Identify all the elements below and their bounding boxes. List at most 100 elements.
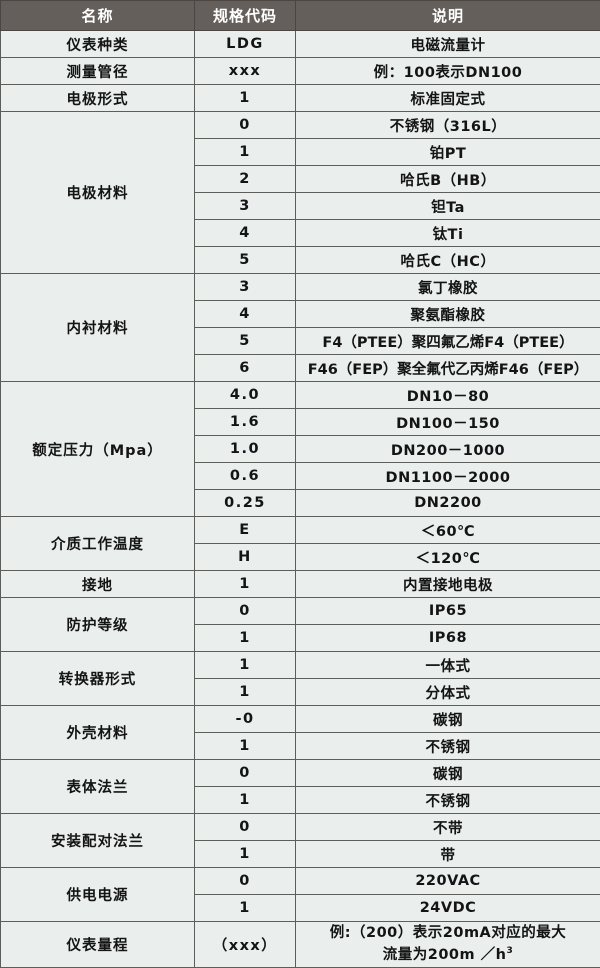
row-name-cell: 转换器形式 <box>1 652 195 706</box>
spec-code-cell: LDG <box>195 31 296 58</box>
table-header: 名称 规格代码 说明 <box>1 1 600 31</box>
spec-code-cell: xxx <box>195 58 296 85</box>
description-cell: 钛Ti <box>296 220 600 247</box>
description-cell: 碳钢 <box>296 706 600 733</box>
spec-code-cell: 3 <box>195 274 296 301</box>
description-cell: DN200－1000 <box>296 436 600 463</box>
spec-code-cell: 0 <box>195 868 296 895</box>
description-cell: 不锈钢（316L） <box>296 112 600 139</box>
description-line-2-text: 流量为200m ／h <box>383 947 507 963</box>
description-cell: ＜60℃ <box>296 517 600 544</box>
spec-code-cell: 0.6 <box>195 463 296 490</box>
description-cell: 不锈钢 <box>296 733 600 760</box>
spec-code-cell: 4.0 <box>195 382 296 409</box>
description-cell: 标准固定式 <box>296 85 600 112</box>
spec-code-cell: 1 <box>195 679 296 706</box>
row-name-cell: 外壳材料 <box>1 706 195 760</box>
spec-code-cell: 1 <box>195 625 296 652</box>
description-cell: IP65 <box>296 598 600 625</box>
description-cell: F46（FEP）聚全氟代乙丙烯F46（FEP） <box>296 355 600 382</box>
spec-code-cell: -0 <box>195 706 296 733</box>
spec-code-cell: H <box>195 544 296 571</box>
description-cell: 氯丁橡胶 <box>296 274 600 301</box>
column-header-description: 说明 <box>296 1 600 31</box>
spec-code-cell: 6 <box>195 355 296 382</box>
row-name-cell: 供电电源 <box>1 868 195 922</box>
description-cell: 不锈钢 <box>296 787 600 814</box>
description-cell: 220VAC <box>296 868 600 895</box>
spec-code-cell: 1 <box>195 733 296 760</box>
spec-code-cell: （xxx） <box>195 922 296 968</box>
row-name-cell: 表体法兰 <box>1 760 195 814</box>
description-cell: 哈氏C（HC） <box>296 247 600 274</box>
column-header-name: 名称 <box>1 1 195 31</box>
spec-code-cell: 0 <box>195 814 296 841</box>
description-cell: 哈氏B（HB） <box>296 166 600 193</box>
description-cell: 聚氨酯橡胶 <box>296 301 600 328</box>
row-name-cell: 介质工作温度 <box>1 517 195 571</box>
row-name-cell: 仪表量程 <box>1 922 195 968</box>
spec-code-cell: 5 <box>195 328 296 355</box>
row-name-cell: 内衬材料 <box>1 274 195 382</box>
spec-code-cell: 1 <box>195 787 296 814</box>
header-row: 名称 规格代码 说明 <box>1 1 600 31</box>
spec-code-cell: 1 <box>195 895 296 922</box>
spec-code-cell: 1.0 <box>195 436 296 463</box>
spec-code-cell: 0.25 <box>195 490 296 517</box>
description-cell: DN100－150 <box>296 409 600 436</box>
description-cell: ＜120℃ <box>296 544 600 571</box>
spec-code-cell: 1 <box>195 85 296 112</box>
table-row: 仪表量程（xxx）例:（200）表示20mA对应的最大流量为200m ／h3 <box>1 922 600 968</box>
spec-code-cell: 3 <box>195 193 296 220</box>
spec-code-cell: 4 <box>195 301 296 328</box>
description-cell: 带 <box>296 841 600 868</box>
description-cell: 24VDC <box>296 895 600 922</box>
spec-code-cell: 1.6 <box>195 409 296 436</box>
spec-code-cell: 0 <box>195 760 296 787</box>
description-cell: DN10－80 <box>296 382 600 409</box>
spec-code-cell: 0 <box>195 112 296 139</box>
row-name-cell: 接地 <box>1 571 195 598</box>
row-name-cell: 安装配对法兰 <box>1 814 195 868</box>
row-name-cell: 额定压力（Mpa） <box>1 382 195 517</box>
spec-code-cell: 1 <box>195 652 296 679</box>
description-cell: 一体式 <box>296 652 600 679</box>
spec-code-cell: 1 <box>195 841 296 868</box>
description-cell: 例：100表示DN100 <box>296 58 600 85</box>
description-cell: 内置接地电极 <box>296 571 600 598</box>
description-cell: F4（PTEE）聚四氟乙烯F4（PTEE） <box>296 328 600 355</box>
description-cell: 碳钢 <box>296 760 600 787</box>
description-line-1: 例:（200）表示20mA对应的最大 <box>298 922 598 944</box>
description-cell: IP68 <box>296 625 600 652</box>
column-header-code: 规格代码 <box>195 1 296 31</box>
description-cell: 钽Ta <box>296 193 600 220</box>
description-cell: 电磁流量计 <box>296 31 600 58</box>
row-name-cell: 防护等级 <box>1 598 195 652</box>
spec-code-cell: E <box>195 517 296 544</box>
row-name-cell: 电极形式 <box>1 85 195 112</box>
spec-code-cell: 1 <box>195 571 296 598</box>
spec-code-cell: 2 <box>195 166 296 193</box>
spec-code-cell: 4 <box>195 220 296 247</box>
description-line-2: 流量为200m ／h3 <box>298 944 598 966</box>
description-cell: 例:（200）表示20mA对应的最大流量为200m ／h3 <box>296 922 600 968</box>
spec-code-cell: 1 <box>195 139 296 166</box>
description-cell: 铂PT <box>296 139 600 166</box>
description-cell: DN1100－2000 <box>296 463 600 490</box>
spec-code-cell: 0 <box>195 598 296 625</box>
spec-code-cell: 5 <box>195 247 296 274</box>
description-cell: 不带 <box>296 814 600 841</box>
